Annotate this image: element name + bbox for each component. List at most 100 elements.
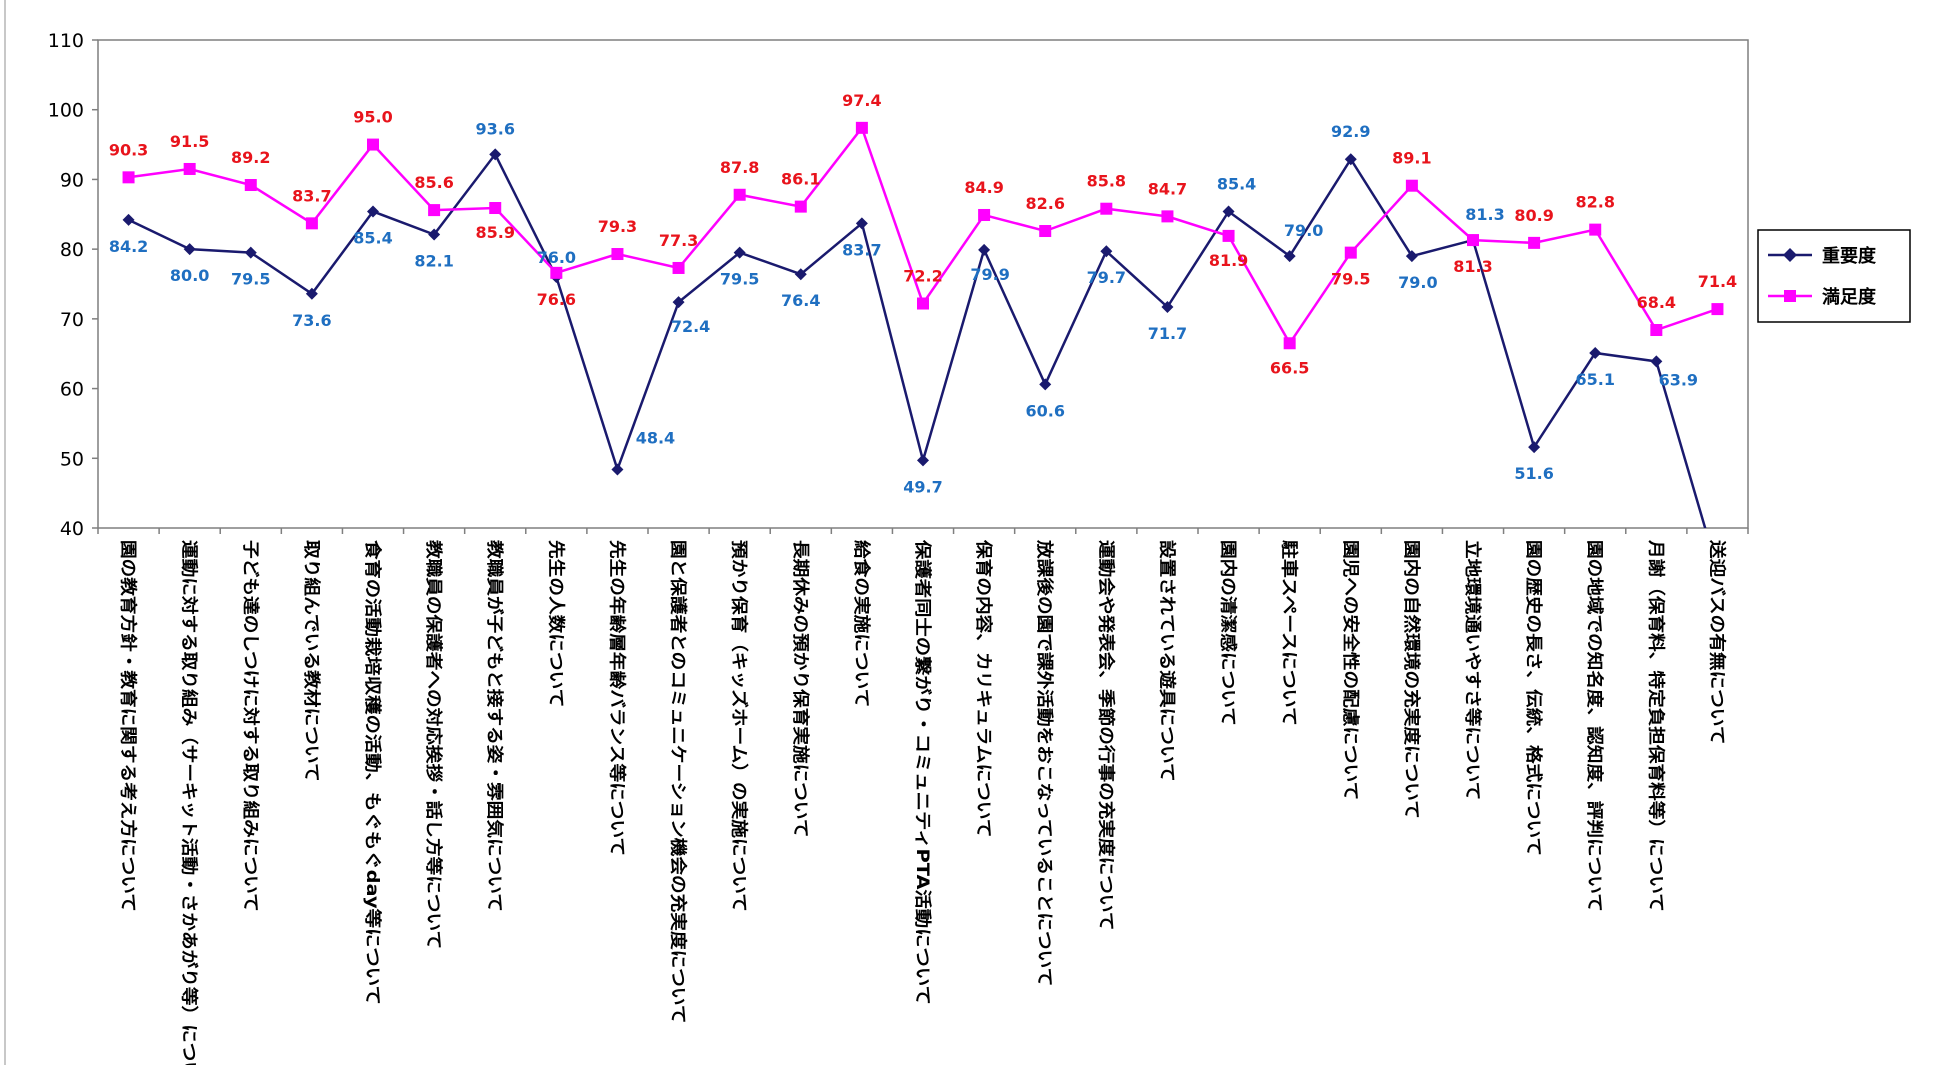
data-label-satisfaction: 71.4 <box>1698 272 1737 291</box>
data-label-importance: 51.6 <box>1514 464 1553 483</box>
data-point-importance <box>122 213 135 226</box>
x-tick-label: 子ども達のしつけに対する取り組みについて <box>240 540 261 912</box>
data-label-satisfaction: 86.1 <box>781 170 820 189</box>
data-label-satisfaction: 90.3 <box>109 140 148 159</box>
data-point-satisfaction <box>1405 179 1418 192</box>
data-point-satisfaction <box>672 261 685 274</box>
x-tick-label: 放課後の園で課外活動をおこなっていることについて <box>1034 539 1055 986</box>
series-layer <box>122 121 1724 528</box>
legend-label-satisfaction: 満足度 <box>1822 286 1877 308</box>
data-label-importance: 79.9 <box>970 265 1009 284</box>
data-label-importance: 85.4 <box>1217 174 1256 193</box>
data-point-satisfaction <box>367 138 379 151</box>
data-label-importance: 92.9 <box>1331 122 1370 141</box>
data-label-satisfaction: 85.9 <box>475 223 514 242</box>
x-tick-label: 給食の実施について <box>851 540 872 707</box>
data-point-satisfaction <box>550 266 563 279</box>
data-point-importance <box>428 228 441 241</box>
x-tick-label: 立地環境通いやすさ等について <box>1462 540 1483 800</box>
data-point-satisfaction <box>1528 236 1541 249</box>
data-label-satisfaction: 84.7 <box>1148 179 1187 198</box>
data-label-satisfaction: 77.3 <box>659 231 698 250</box>
data-point-importance <box>1100 245 1113 258</box>
legend-marker-satisfaction <box>1784 290 1796 302</box>
y-tick-label: 40 <box>60 518 84 540</box>
x-tick-label: 預かり保育（キッズホーム）の実施について <box>729 540 750 912</box>
data-label-satisfaction: 85.8 <box>1087 172 1126 191</box>
data-label-satisfaction: 68.4 <box>1637 293 1676 312</box>
data-point-satisfaction <box>733 188 746 201</box>
y-tick-label: 70 <box>60 309 84 331</box>
plot-area <box>97 39 1749 529</box>
legend: 重要度 満足度 <box>1757 229 1911 323</box>
data-point-satisfaction <box>1039 225 1052 238</box>
y-tick-label: 60 <box>60 379 84 401</box>
data-point-satisfaction <box>1650 324 1663 337</box>
data-point-satisfaction <box>1589 223 1602 236</box>
x-tick-label: 園の歴史の長さ、伝統、格式について <box>1523 540 1544 856</box>
x-tick-label: 園内の自然環境の充実度について <box>1401 540 1422 819</box>
data-label-satisfaction: 76.6 <box>537 290 576 309</box>
data-point-importance <box>244 246 257 259</box>
y-axis: 110 100 90 80 70 60 50 40 <box>48 30 98 540</box>
data-label-satisfaction: 84.9 <box>964 178 1003 197</box>
y-tick-label: 100 <box>48 100 84 122</box>
data-label-importance: 82.1 <box>414 252 453 271</box>
data-label-satisfaction: 72.2 <box>903 267 942 286</box>
data-point-importance <box>855 217 868 230</box>
data-point-importance <box>489 148 502 161</box>
data-point-importance <box>1161 301 1174 314</box>
data-label-importance: 72.4 <box>671 317 710 336</box>
data-point-satisfaction <box>183 162 196 175</box>
data-label-satisfaction: 81.9 <box>1209 251 1248 270</box>
data-point-importance <box>1650 355 1663 368</box>
x-tick-label: 運動会や発表会、季節の行事の充実度について <box>1095 540 1116 931</box>
x-tick-label: 園内の清潔感について <box>1218 540 1239 726</box>
data-point-importance <box>305 287 318 300</box>
data-label-importance: 79.0 <box>1398 273 1437 292</box>
data-point-satisfaction <box>305 217 318 230</box>
x-tick-label: 食育の活動栽培収穫の活動、もぐもぐday等について <box>362 540 383 1005</box>
data-point-importance <box>1283 250 1296 263</box>
x-tick-label: 教職員の保護者への対応挨拶・話し方等について <box>423 539 444 949</box>
data-point-importance <box>672 296 685 309</box>
data-label-importance: 60.6 <box>1025 401 1064 420</box>
data-labels-layer: 84.2 80.0 79.5 73.6 85.4 82.1 93.6 76.0 48.4 72.4… <box>109 91 1737 497</box>
legend-box <box>1757 229 1911 323</box>
x-tick-label: 送迎バスの有無について <box>1706 540 1727 745</box>
x-tick-label: 取り組んでいる教材について <box>301 540 322 782</box>
data-label-satisfaction: 66.5 <box>1270 358 1309 377</box>
data-point-importance <box>1344 153 1357 166</box>
data-point-importance <box>611 463 624 476</box>
data-label-importance: 79.0 <box>1284 221 1323 240</box>
data-point-importance <box>1039 378 1052 391</box>
data-point-satisfaction <box>1344 246 1357 259</box>
data-point-importance <box>1222 205 1235 218</box>
data-label-importance: 93.6 <box>475 119 514 138</box>
data-point-satisfaction <box>428 204 441 217</box>
data-point-satisfaction <box>1711 303 1724 316</box>
data-label-satisfaction: 79.3 <box>598 217 637 236</box>
data-point-importance <box>1528 441 1541 454</box>
data-label-satisfaction: 89.2 <box>231 148 270 167</box>
data-point-satisfaction <box>611 248 624 261</box>
data-point-satisfaction <box>978 208 991 221</box>
data-point-importance <box>183 243 196 256</box>
x-tick-label: 設置されている遊具について <box>1156 540 1177 782</box>
y-tick-label: 50 <box>60 448 84 470</box>
data-label-importance: 48.4 <box>636 428 675 447</box>
x-tick-label: 先生の人数について <box>545 540 566 707</box>
x-tick-label: 保育の内容、カリキュラムについて <box>973 539 994 838</box>
data-label-importance: 76.4 <box>781 291 820 310</box>
data-point-satisfaction <box>1161 210 1174 223</box>
data-point-satisfaction <box>1222 229 1235 242</box>
data-point-satisfaction <box>122 171 135 184</box>
data-label-satisfaction: 87.8 <box>720 158 759 177</box>
data-label-importance: 83.7 <box>842 240 881 259</box>
data-label-satisfaction: 81.3 <box>1453 257 1492 276</box>
data-point-importance <box>978 243 991 256</box>
data-label-satisfaction: 97.4 <box>842 91 881 110</box>
y-tick-label: 110 <box>48 30 84 52</box>
data-label-importance: 79.5 <box>720 270 759 289</box>
